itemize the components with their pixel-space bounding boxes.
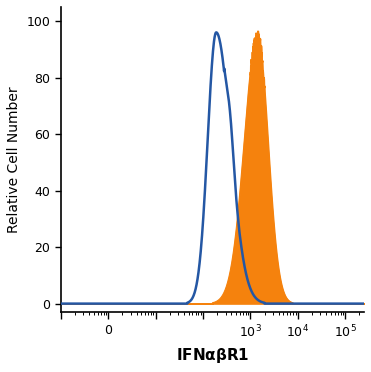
Y-axis label: Relative Cell Number: Relative Cell Number: [7, 86, 21, 233]
X-axis label: $\mathbf{IFN\alpha\beta R1}$: $\mathbf{IFN\alpha\beta R1}$: [176, 346, 249, 365]
